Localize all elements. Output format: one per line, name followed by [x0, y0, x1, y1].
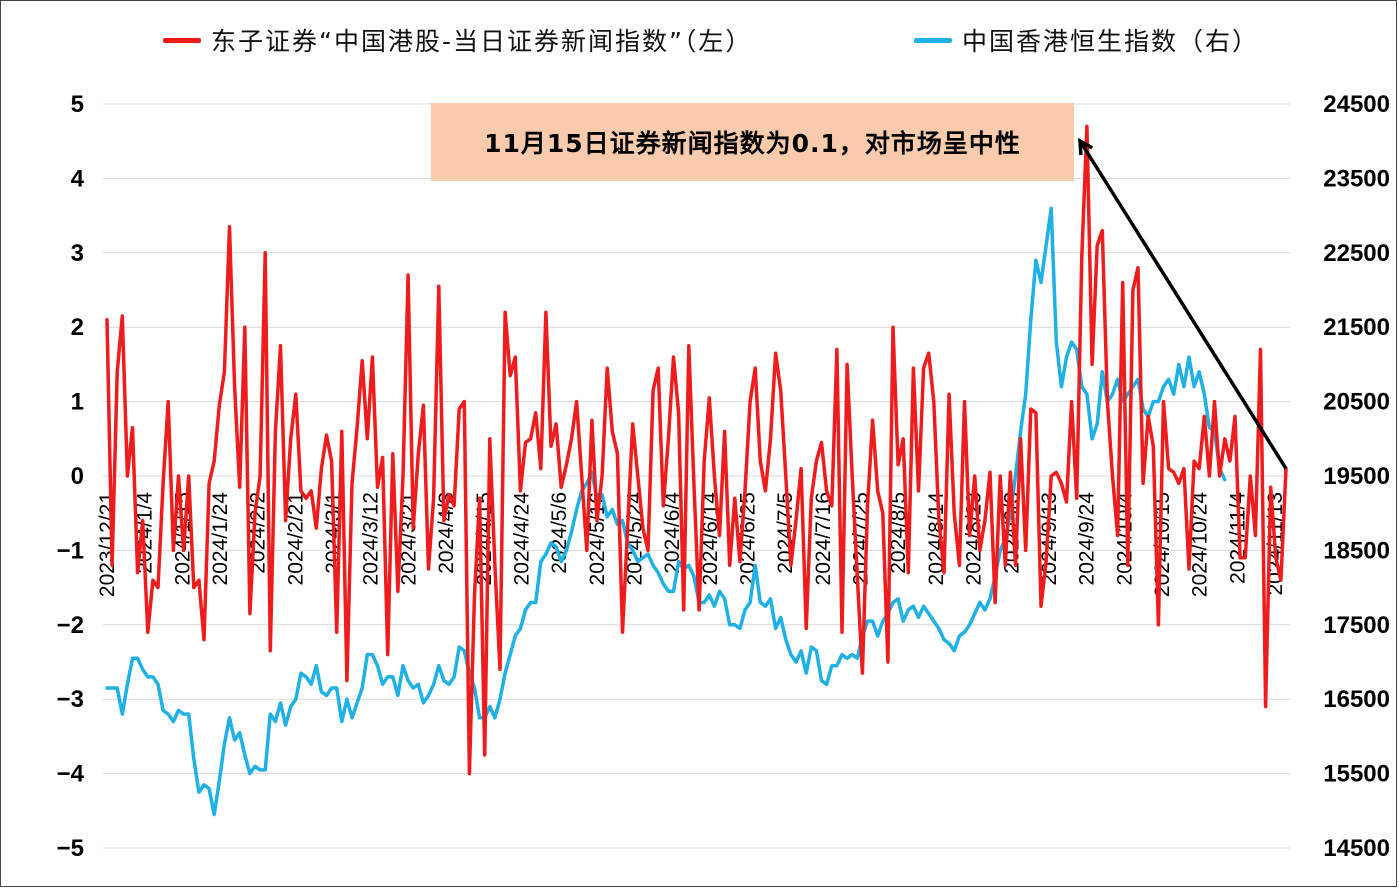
y-left-tick-label: 5 — [71, 91, 84, 118]
x-tick-label: 2024/2/21 — [284, 492, 307, 585]
y-left-tick-label: −5 — [57, 835, 84, 862]
annotation-arrow — [1078, 137, 1288, 470]
y-right-tick-label: 20500 — [1323, 389, 1390, 416]
y-left-tick-label: 2 — [71, 314, 84, 341]
arrow-head — [1078, 137, 1094, 156]
y-left-tick-label: −2 — [57, 612, 84, 639]
x-tick-label: 2024/3/12 — [360, 492, 383, 585]
y-right-tick-label: 22500 — [1323, 240, 1390, 267]
x-tick-label: 2024/4/24 — [510, 492, 533, 586]
annotation-box: 11月15日证券新闻指数为0.1，对市场呈中性 — [431, 103, 1074, 181]
y-left-tick-label: −4 — [57, 761, 85, 788]
series-lines — [105, 124, 1288, 817]
y-left-tick-label: 0 — [71, 463, 84, 490]
x-tick-label: 2023/12/21 — [96, 492, 119, 597]
news-index-line — [105, 124, 1288, 776]
x-tick-label: 2024/4/3 — [435, 492, 458, 574]
x-tick-label: 2024/10/24 — [1189, 492, 1212, 597]
legend: 东子证券“中国港股-当日证券新闻指数”（左） 中国香港恒生指数（右） — [0, 20, 1399, 60]
legend-label-news-index: 东子证券“中国港股-当日证券新闻指数”（左） — [211, 27, 753, 56]
y-axis-left: −5 −4 −3 −2 −1 0 1 2 3 4 5 — [57, 91, 85, 862]
y-right-tick-label: 15500 — [1323, 761, 1390, 788]
y-right-tick-label: 16500 — [1323, 686, 1390, 713]
legend-swatch-red — [163, 37, 201, 43]
y-axis-right: 14500 15500 16500 17500 18500 19500 20500 21500… — [1323, 91, 1390, 862]
legend-item-hsi: 中国香港恒生指数（右） — [914, 20, 1259, 60]
y-right-tick-label: 24500 — [1323, 91, 1390, 118]
y-right-tick-label: 18500 — [1323, 537, 1390, 564]
x-tick-label: 2024/9/13 — [1038, 492, 1061, 585]
y-right-tick-label: 17500 — [1323, 612, 1390, 639]
x-tick-label: 2024/9/24 — [1076, 492, 1099, 586]
arrow-line — [1078, 140, 1288, 470]
y-left-tick-label: 3 — [71, 240, 84, 267]
y-left-tick-label: −3 — [57, 686, 84, 713]
gridlines — [103, 103, 1290, 849]
legend-swatch-blue — [914, 37, 952, 43]
x-tick-label: 2024/1/24 — [209, 492, 232, 586]
y-left-tick-label: −1 — [57, 537, 84, 564]
annotation-text: 11月15日证券新闻指数为0.1，对市场呈中性 — [484, 129, 1021, 158]
y-left-tick-label: 4 — [71, 165, 85, 192]
x-tick-label: 2024/5/16 — [586, 492, 609, 585]
legend-item-news-index: 东子证券“中国港股-当日证券新闻指数”（左） — [163, 20, 752, 60]
y-right-tick-label: 14500 — [1323, 835, 1390, 862]
legend-label-hsi: 中国香港恒生指数（右） — [962, 27, 1260, 56]
y-right-tick-label: 19500 — [1323, 463, 1390, 490]
y-left-tick-label: 1 — [71, 389, 84, 416]
y-right-tick-label: 23500 — [1323, 165, 1390, 192]
hsi-line — [105, 206, 1227, 817]
y-right-tick-label: 21500 — [1323, 314, 1390, 341]
x-tick-label: 2024/7/16 — [812, 492, 835, 585]
x-tick-label: 2024/6/4 — [661, 492, 684, 574]
